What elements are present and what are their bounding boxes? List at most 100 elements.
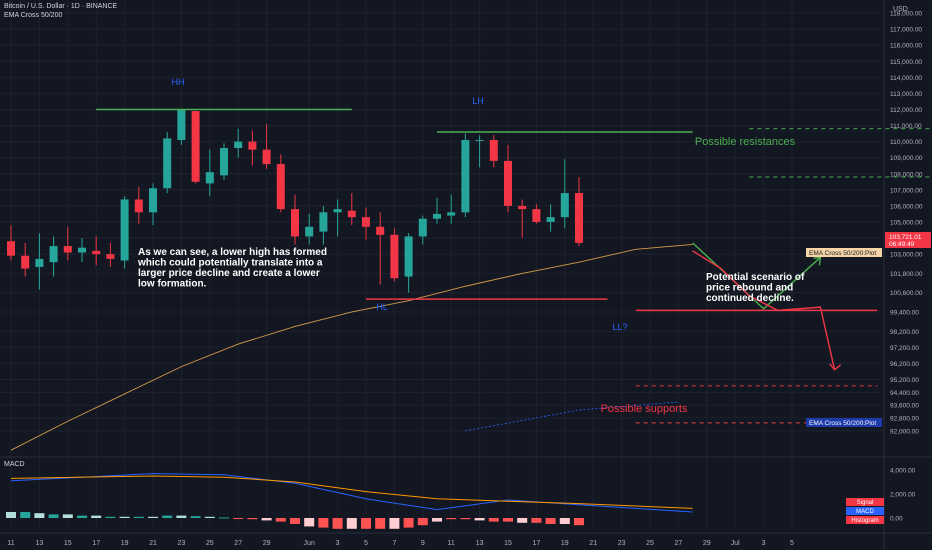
candle-body — [262, 149, 271, 165]
macd-histogram-bar — [304, 518, 315, 527]
macd-histogram-bar — [190, 516, 201, 518]
note-left-line: low formation. — [138, 279, 207, 290]
label-hl: HL — [376, 302, 388, 312]
x-tick-label: 5 — [790, 540, 794, 547]
label-lh: LH — [472, 96, 484, 106]
candle-body — [518, 205, 527, 210]
y-tick-label: 107,000.00 — [890, 187, 923, 194]
macd-axis-label: 4,000.00 — [890, 468, 916, 475]
macd-histogram-bar — [574, 518, 584, 526]
note-right-line: continued decline. — [706, 293, 794, 304]
x-tick-label: 3 — [336, 540, 340, 547]
macd-tag-bg — [846, 507, 884, 515]
macd-histogram-bar — [517, 518, 528, 523]
y-tick-label: 101,800.00 — [890, 271, 923, 278]
ema200-tag-bg — [806, 418, 882, 427]
y-tick-label: 94,400.00 — [890, 390, 919, 397]
candle-body — [7, 241, 15, 256]
candle-body — [35, 258, 44, 267]
macd-tag-text: Signal — [857, 500, 874, 506]
candle-body — [191, 111, 200, 182]
candle-body — [504, 160, 512, 206]
y-tick-label: 118,000.00 — [890, 11, 922, 18]
scenario-down-arrow — [829, 363, 842, 371]
macd-histogram-bar — [105, 516, 116, 518]
possible-resistances-label: Possible resistances — [695, 136, 796, 148]
scenario-down-path — [692, 250, 836, 370]
x-tick-label: 29 — [703, 540, 711, 547]
note-right-line: price rebound and — [706, 283, 793, 294]
y-tick-label: 96,200.00 — [890, 361, 919, 368]
candle-body — [291, 209, 299, 237]
y-tick-label: 108,000.00 — [890, 171, 923, 178]
candle-body — [120, 199, 129, 261]
x-tick-label: 27 — [234, 540, 242, 547]
currency-label: USD — [893, 6, 908, 13]
candle-body — [106, 254, 115, 259]
macd-histogram-bar — [446, 518, 457, 520]
candle-body — [177, 109, 186, 140]
x-tick-label: 7 — [392, 540, 396, 547]
x-tick-label: 21 — [589, 540, 597, 547]
macd-histogram-bar — [403, 518, 414, 528]
y-tick-label: 103,000.00 — [890, 252, 923, 259]
candle-body — [433, 213, 441, 219]
y-tick-label: 110,000.00 — [890, 139, 922, 146]
macd-axis-label: 0.00 — [890, 516, 903, 523]
macd-histogram-bar — [219, 517, 229, 519]
x-tick-label: 5 — [364, 540, 368, 547]
macd-histogram-bar — [389, 518, 400, 529]
note-left-line: which could potentially translate into a — [137, 258, 323, 269]
ema-tag-text: EMA Cross 50/200:Plot — [809, 250, 876, 257]
macd-histogram-bar — [77, 515, 87, 518]
candle-body — [362, 217, 370, 227]
macd-histogram-bar — [503, 518, 513, 522]
candle-body — [248, 141, 257, 150]
candle-body — [489, 140, 498, 161]
candle-body — [163, 138, 172, 189]
candle-body — [134, 199, 143, 213]
macd-histogram-bar — [91, 515, 102, 518]
note-left-line: larger price decline and create a lower — [138, 268, 320, 279]
y-tick-label: 95,200.00 — [890, 377, 919, 384]
macd-histogram-bar — [361, 518, 371, 529]
macd-histogram-bar — [559, 518, 570, 524]
candle-body — [532, 209, 541, 222]
macd-histogram-bar — [432, 518, 442, 522]
macd-histogram-bar — [133, 516, 144, 518]
candle-body — [319, 212, 328, 232]
macd-histogram-bar — [34, 513, 45, 518]
candle-body — [333, 209, 342, 213]
macd-histogram-bar — [20, 512, 31, 518]
possible-supports-label: Possible supports — [601, 403, 688, 415]
x-tick-label: 17 — [92, 540, 100, 547]
label-hh: HH — [172, 77, 185, 87]
macd-histogram-bar — [176, 515, 187, 518]
candle-body — [347, 210, 356, 218]
candle-body — [21, 255, 30, 269]
x-tick-label: Jun — [304, 540, 315, 547]
price-tag-value: 103,721.01 — [889, 234, 922, 241]
candle-body — [49, 246, 58, 263]
candle-body — [546, 217, 555, 222]
y-tick-label: 105,000.00 — [890, 219, 923, 226]
x-tick-label: 19 — [561, 540, 569, 547]
macd-histogram-bar — [318, 518, 329, 528]
macd-histogram-bar — [488, 518, 499, 522]
price-tag-countdown: 06:49:49 — [889, 241, 915, 248]
y-tick-label: 115,000.00 — [890, 59, 922, 66]
macd-histogram-bar — [346, 518, 357, 529]
macd-histogram-bar — [62, 514, 73, 518]
macd-histogram-bar — [332, 518, 343, 529]
candle-body — [205, 172, 214, 184]
candle-body — [390, 234, 399, 279]
macd-tag-bg — [846, 516, 884, 524]
y-tick-label: 92,000.00 — [890, 428, 919, 435]
candle-body — [78, 247, 86, 253]
ema-50-line — [10, 244, 693, 451]
macd-histogram-bar — [417, 518, 428, 526]
x-tick-label: 23 — [178, 540, 186, 547]
candle-body — [461, 140, 470, 213]
